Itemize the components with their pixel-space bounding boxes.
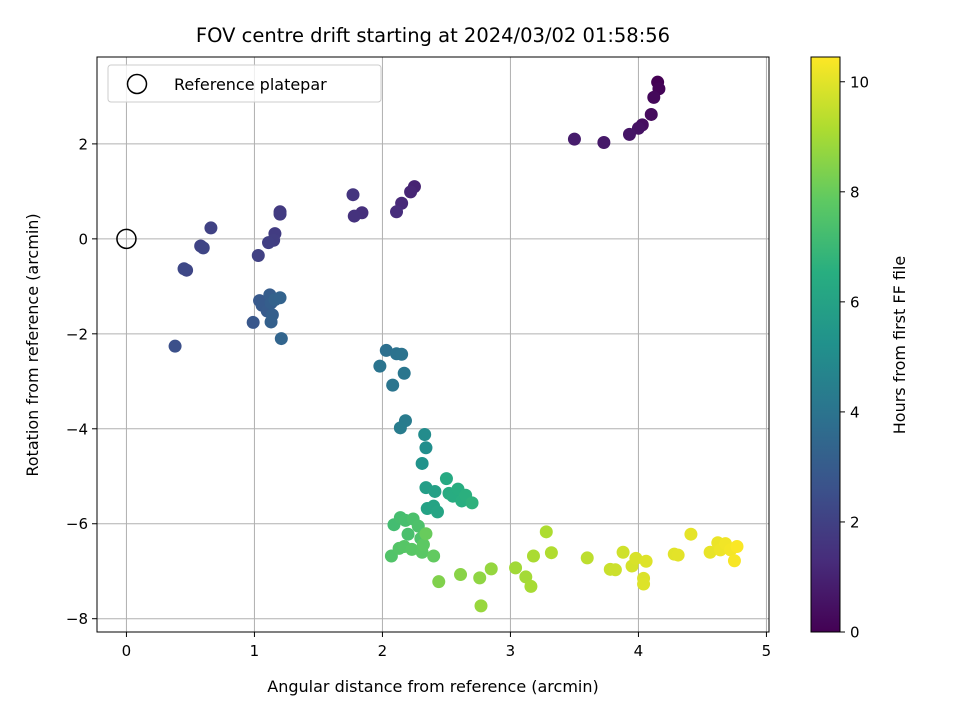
data-point xyxy=(484,562,498,576)
data-point xyxy=(273,291,287,305)
data-point xyxy=(264,315,278,329)
data-point xyxy=(727,554,741,568)
colorbar-tick-label: 8 xyxy=(850,183,860,201)
data-point xyxy=(544,546,558,560)
data-point xyxy=(519,570,533,584)
data-point xyxy=(397,366,411,380)
data-point xyxy=(401,527,415,541)
reference-platepar-marker xyxy=(116,228,137,250)
data-point xyxy=(474,599,488,613)
y-tick-label: 0 xyxy=(78,230,88,248)
x-tick-label: 5 xyxy=(762,642,772,660)
data-point xyxy=(347,209,361,223)
data-points xyxy=(168,75,744,613)
plot-area-frame xyxy=(96,56,770,633)
x-tick-label: 3 xyxy=(506,642,516,660)
data-point xyxy=(671,548,685,562)
data-point xyxy=(639,554,653,568)
colorbar-tick-label: 2 xyxy=(850,513,860,531)
data-point xyxy=(473,571,487,585)
data-point xyxy=(608,563,622,577)
legend-reference-label: Reference platepar xyxy=(174,75,327,94)
y-tick-label: −2 xyxy=(66,325,88,343)
data-point xyxy=(539,525,553,539)
data-point xyxy=(428,484,442,498)
data-point xyxy=(415,456,429,470)
data-point xyxy=(439,472,453,486)
y-axis-ticks: 2 0 −2 −4 −6 −8 xyxy=(66,135,97,628)
data-point xyxy=(251,248,265,262)
data-point xyxy=(432,575,446,589)
data-point xyxy=(404,185,418,199)
colorbar-tick-label: 0 xyxy=(850,624,860,642)
y-tick-label: −4 xyxy=(66,420,88,438)
data-point xyxy=(509,561,523,575)
data-point xyxy=(616,545,630,559)
colorbar-label: Hours from first FF file xyxy=(890,256,909,435)
data-point xyxy=(647,90,661,104)
colorbar-ticks: 0 2 4 6 8 10 xyxy=(840,73,869,642)
data-point xyxy=(262,236,276,250)
colorbar-gradient xyxy=(810,56,841,633)
data-point xyxy=(416,538,430,552)
data-point xyxy=(597,135,611,149)
y-axis-label: Rotation from reference (arcmin) xyxy=(23,213,42,476)
data-point xyxy=(168,339,182,353)
data-point xyxy=(580,551,594,565)
colorbar: 0 2 4 6 8 10 Hours from first FF file xyxy=(810,56,909,642)
data-point xyxy=(730,540,744,554)
legend-reference-marker xyxy=(126,73,148,95)
legend-box xyxy=(107,64,382,103)
data-point xyxy=(629,551,643,565)
legend: Reference platepar xyxy=(107,64,382,103)
data-point xyxy=(177,262,191,276)
y-tick-label: −6 xyxy=(66,515,88,533)
data-point xyxy=(204,221,218,235)
y-tick-label: −8 xyxy=(66,610,88,628)
data-point xyxy=(346,188,360,202)
x-tick-label: 4 xyxy=(634,642,644,660)
data-point xyxy=(524,579,538,593)
x-tick-label: 1 xyxy=(250,642,260,660)
data-point xyxy=(703,545,717,559)
data-point xyxy=(430,505,444,519)
data-point xyxy=(644,107,658,121)
x-axis-ticks: 0 1 2 3 4 5 xyxy=(122,632,772,660)
data-point xyxy=(419,441,433,455)
data-point xyxy=(246,315,260,329)
data-point xyxy=(393,421,407,435)
x-axis-label: Angular distance from reference (arcmin) xyxy=(267,677,598,696)
data-point xyxy=(196,241,210,255)
data-point xyxy=(373,359,387,373)
data-point xyxy=(386,378,400,392)
data-point xyxy=(395,347,409,361)
reference-layer xyxy=(116,228,137,250)
data-point xyxy=(465,496,479,510)
colorbar-tick-label: 6 xyxy=(850,293,860,311)
data-point xyxy=(390,205,404,219)
data-point xyxy=(427,549,441,563)
data-point xyxy=(526,549,540,563)
colorbar-tick-label: 4 xyxy=(850,403,860,421)
data-point xyxy=(622,127,636,141)
data-point xyxy=(274,332,288,346)
data-point xyxy=(454,568,468,582)
x-tick-label: 0 xyxy=(122,642,132,660)
grid xyxy=(97,57,769,632)
data-point xyxy=(567,132,581,146)
data-point xyxy=(405,542,419,556)
colorbar-tick-label: 10 xyxy=(850,73,869,91)
y-tick-label: 2 xyxy=(78,135,88,153)
data-point xyxy=(418,427,432,441)
chart-title: FOV centre drift starting at 2024/03/02 … xyxy=(196,24,670,47)
data-point xyxy=(684,527,698,541)
data-point xyxy=(379,343,393,357)
x-tick-label: 2 xyxy=(378,642,388,660)
data-point xyxy=(273,207,287,221)
data-point xyxy=(419,527,433,541)
data-point xyxy=(637,577,651,591)
